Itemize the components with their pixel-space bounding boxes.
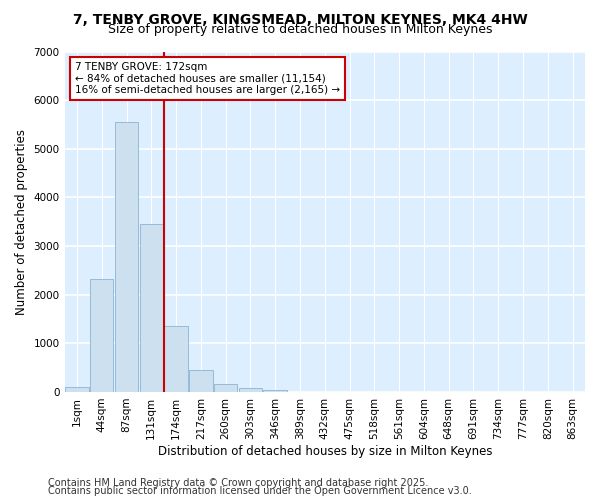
Bar (214, 384, 238, 392)
Bar (115, 122, 138, 392)
Text: Contains HM Land Registry data © Crown copyright and database right 2025.: Contains HM Land Registry data © Crown c… (48, 478, 428, 488)
X-axis label: Distribution of detached houses by size in Milton Keynes: Distribution of detached houses by size … (158, 444, 492, 458)
Bar (164, 326, 188, 392)
Text: Size of property relative to detached houses in Milton Keynes: Size of property relative to detached ho… (108, 22, 492, 36)
Text: 7, TENBY GROVE, KINGSMEAD, MILTON KEYNES, MK4 4HW: 7, TENBY GROVE, KINGSMEAD, MILTON KEYNES… (73, 12, 527, 26)
Text: 7 TENBY GROVE: 172sqm
← 84% of detached houses are smaller (11,154)
16% of semi-: 7 TENBY GROVE: 172sqm ← 84% of detached … (75, 62, 340, 95)
Bar (239, 388, 262, 392)
Text: Contains public sector information licensed under the Open Government Licence v3: Contains public sector information licen… (48, 486, 472, 496)
Bar (263, 390, 287, 392)
Bar (65, 387, 89, 392)
Bar (140, 224, 163, 392)
Y-axis label: Number of detached properties: Number of detached properties (15, 128, 28, 314)
Bar (90, 279, 113, 392)
Bar (189, 370, 212, 392)
